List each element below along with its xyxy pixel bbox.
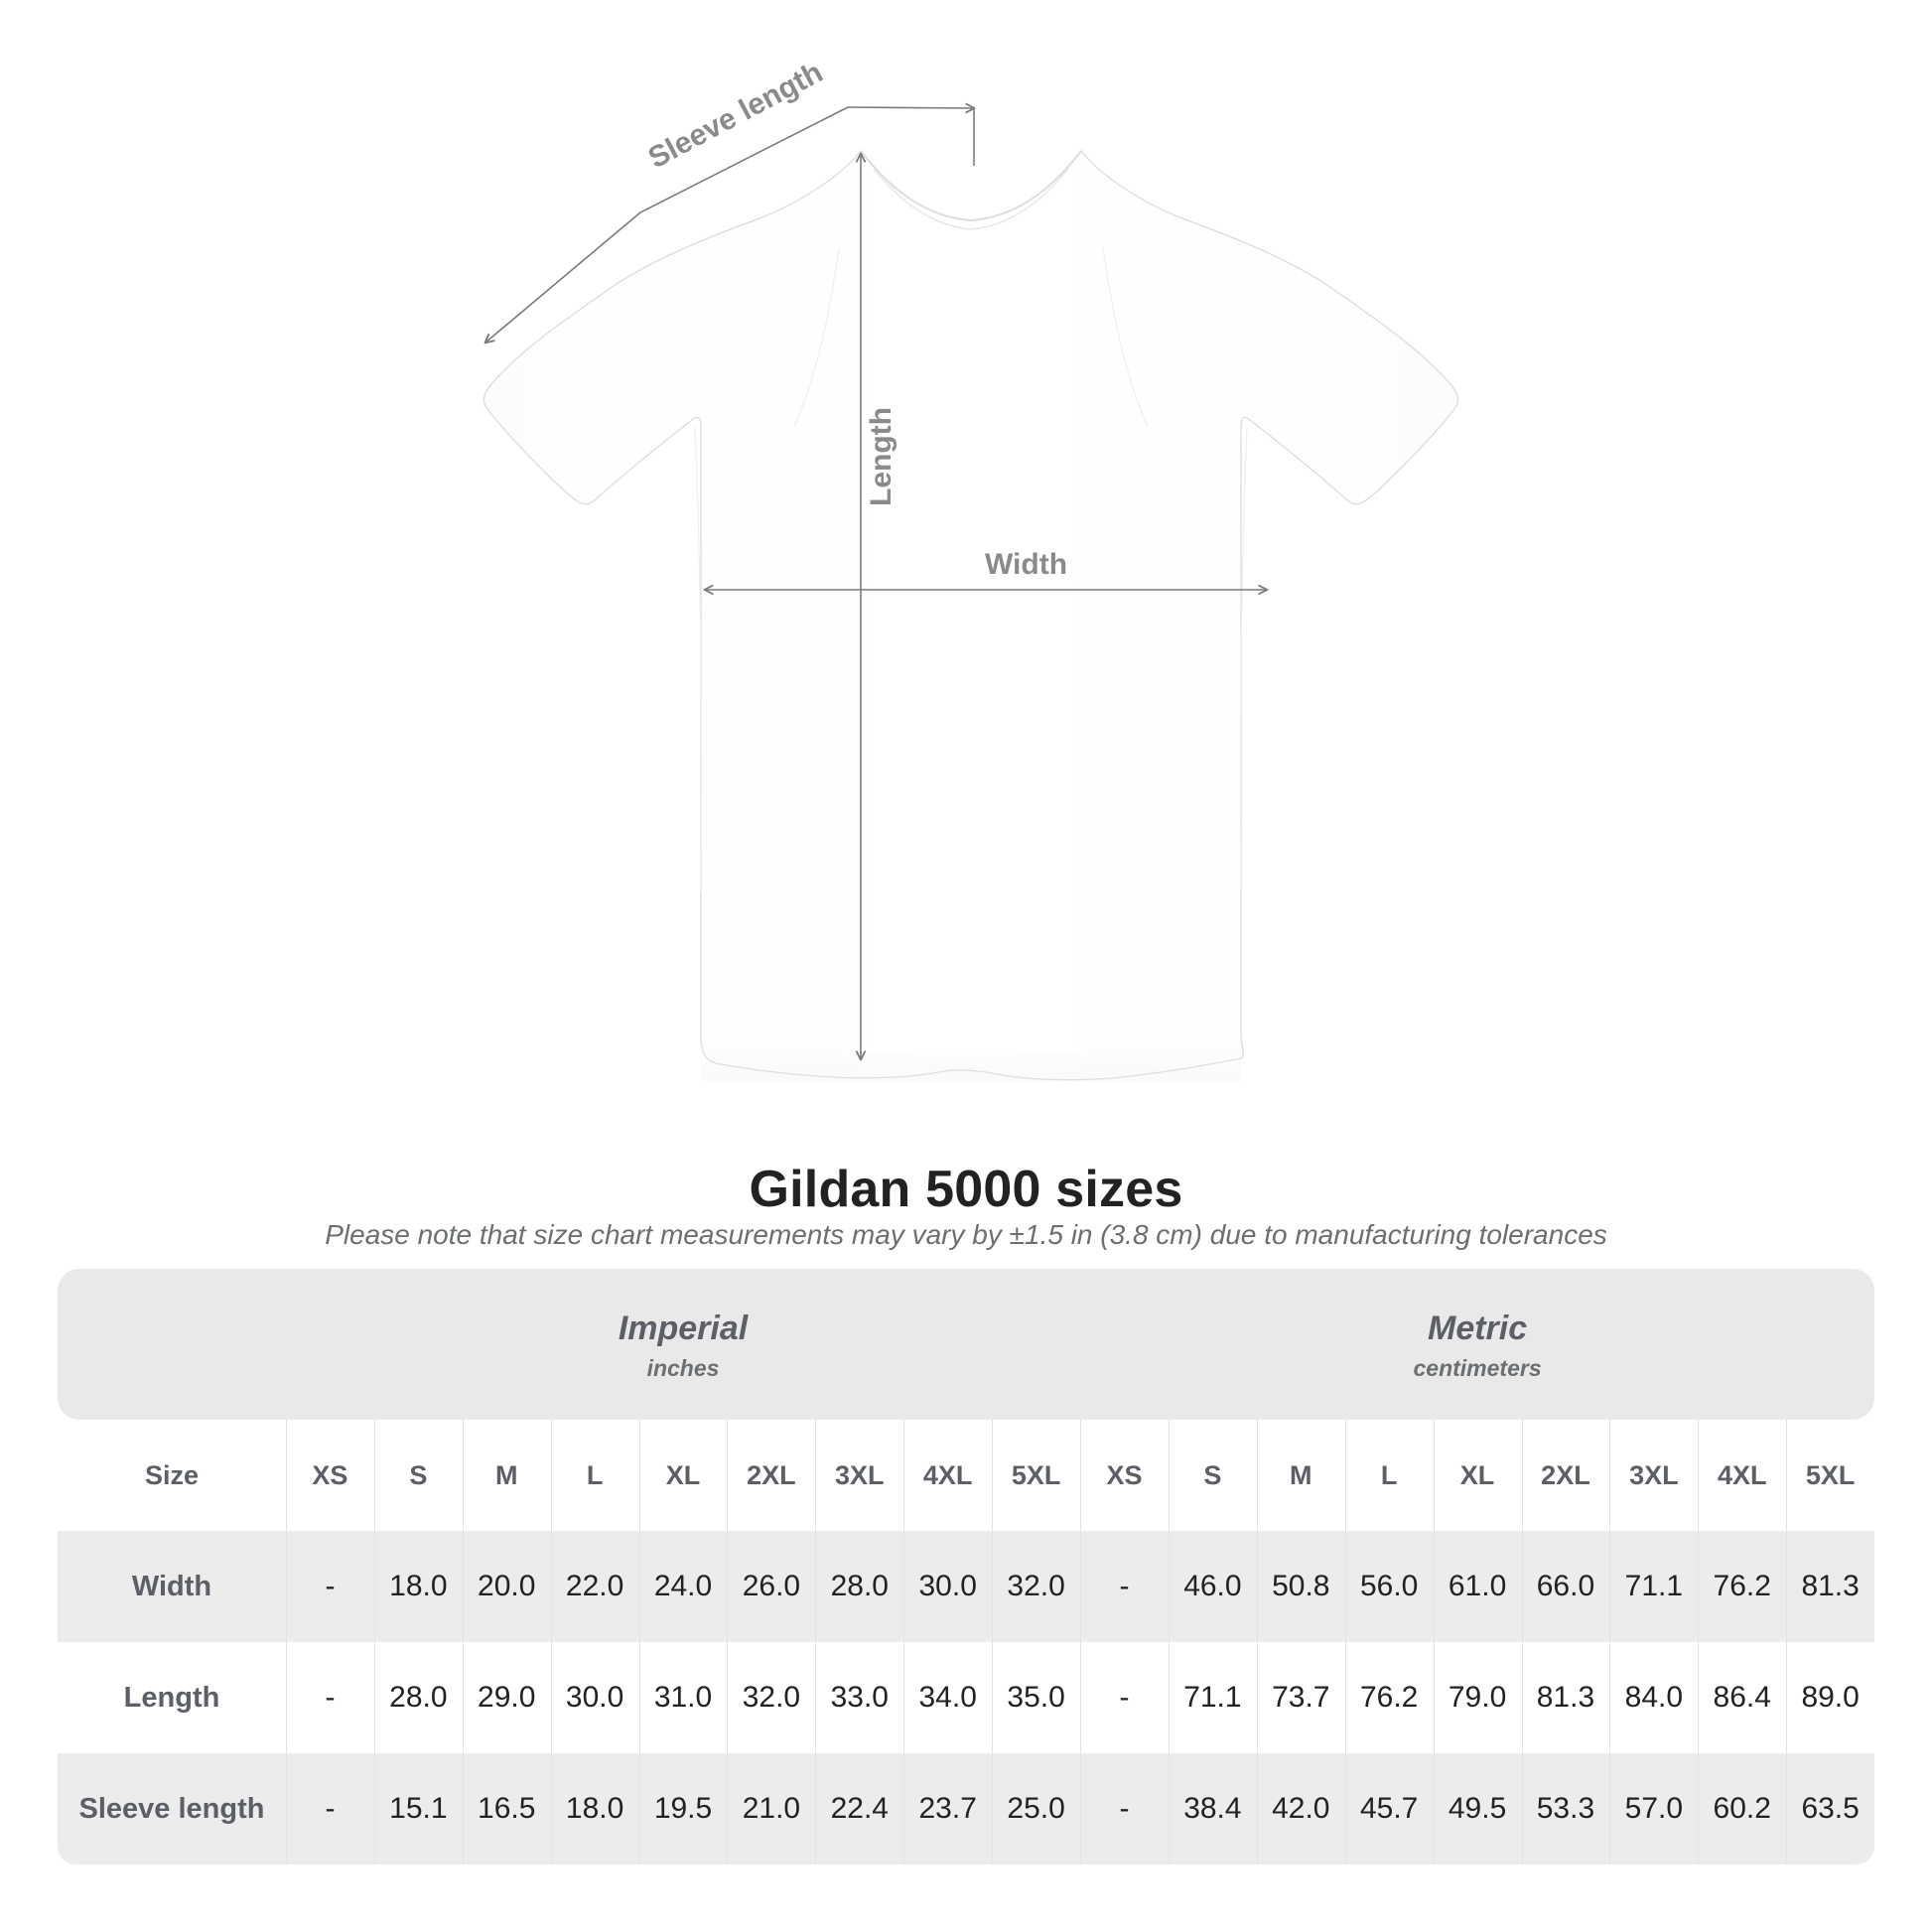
svg-text:Width: Width bbox=[985, 548, 1067, 581]
svg-text:Sleeve length: Sleeve length bbox=[643, 56, 828, 175]
svg-text:Length: Length bbox=[865, 407, 897, 506]
